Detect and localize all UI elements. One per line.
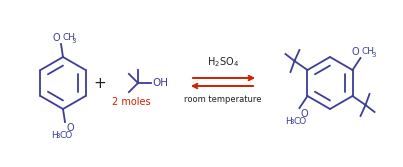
- Text: OH: OH: [152, 78, 168, 88]
- Text: CH: CH: [361, 47, 374, 56]
- Text: +: +: [93, 75, 106, 91]
- Text: CO: CO: [293, 117, 307, 126]
- Text: 3: 3: [71, 38, 76, 43]
- Text: H: H: [51, 131, 58, 140]
- Text: CH: CH: [62, 33, 75, 42]
- Text: 3: 3: [371, 51, 376, 57]
- Text: 2 moles: 2 moles: [112, 97, 150, 107]
- Text: O: O: [52, 33, 60, 43]
- Text: room temperature: room temperature: [184, 95, 262, 104]
- Text: 3: 3: [55, 132, 60, 138]
- Text: CO: CO: [59, 131, 72, 140]
- Text: O: O: [66, 123, 74, 133]
- Text: O: O: [301, 109, 308, 119]
- Text: H$_2$SO$_4$: H$_2$SO$_4$: [207, 55, 239, 69]
- Text: H: H: [285, 117, 292, 126]
- Text: O: O: [352, 47, 359, 57]
- Text: 3: 3: [289, 119, 294, 125]
